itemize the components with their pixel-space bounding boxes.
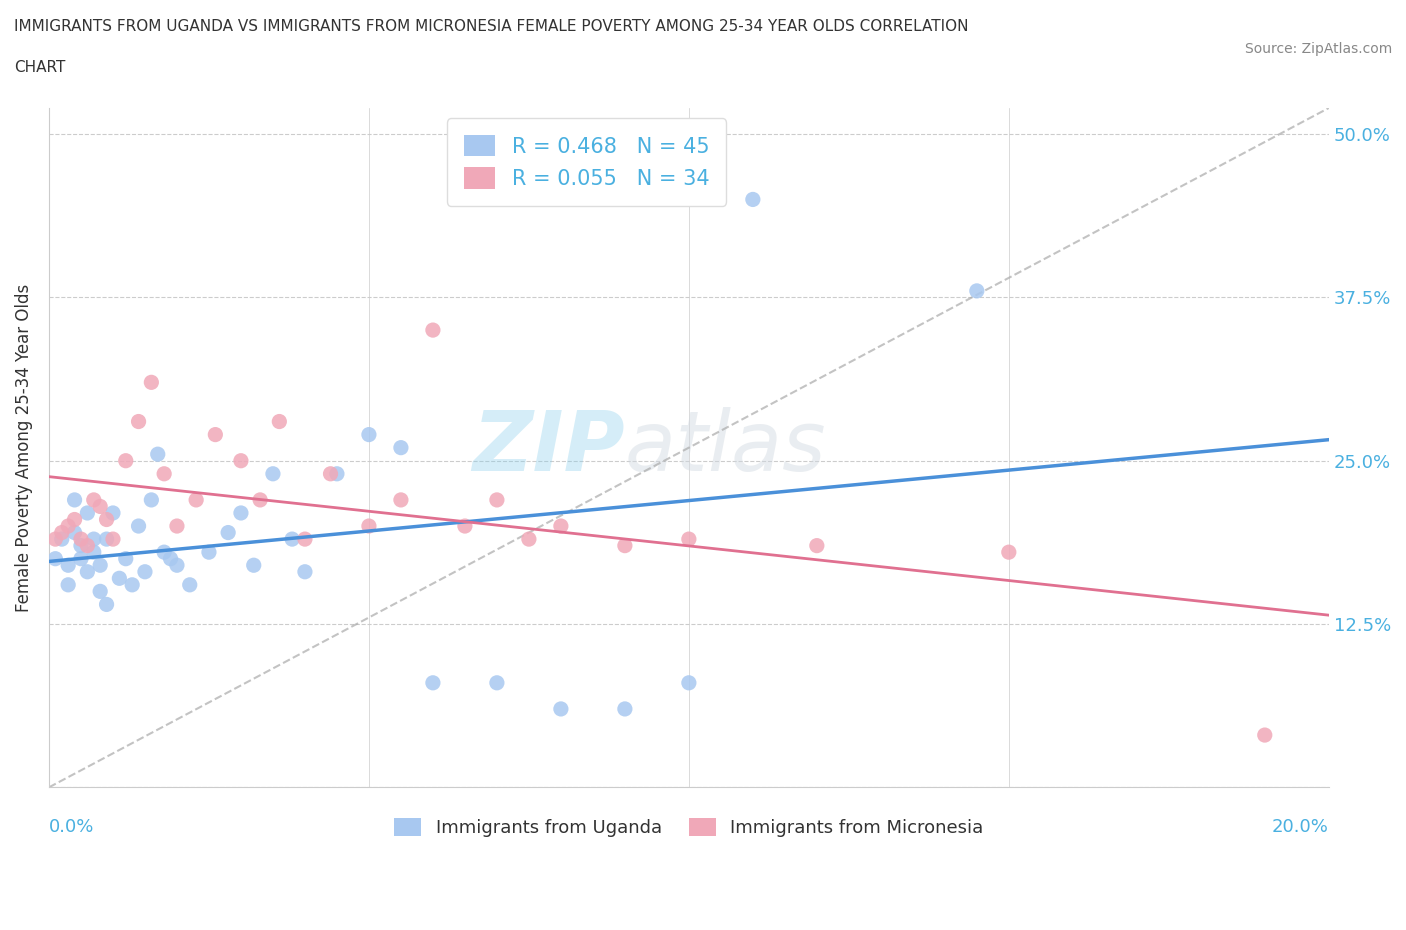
Point xyxy=(281,532,304,547)
Point xyxy=(108,571,131,586)
Point xyxy=(966,284,988,299)
Point xyxy=(242,558,264,573)
Point xyxy=(357,427,380,442)
Point xyxy=(198,545,221,560)
Text: atlas: atlas xyxy=(624,407,827,488)
Point xyxy=(294,532,316,547)
Point xyxy=(76,538,98,553)
Point xyxy=(326,466,349,481)
Text: Source: ZipAtlas.com: Source: ZipAtlas.com xyxy=(1244,42,1392,56)
Point xyxy=(294,565,316,579)
Point xyxy=(96,512,118,527)
Point xyxy=(51,525,73,540)
Point xyxy=(485,675,508,690)
Point xyxy=(550,519,572,534)
Point xyxy=(1254,727,1277,742)
Point xyxy=(76,565,98,579)
Point xyxy=(56,558,79,573)
Point xyxy=(422,675,444,690)
Point xyxy=(70,532,93,547)
Point xyxy=(83,545,105,560)
Point xyxy=(89,584,111,599)
Point xyxy=(146,446,169,461)
Point xyxy=(613,538,636,553)
Point xyxy=(166,519,188,534)
Point xyxy=(389,440,412,455)
Point xyxy=(550,701,572,716)
Point xyxy=(678,675,700,690)
Point xyxy=(96,532,118,547)
Point xyxy=(101,506,124,521)
Point xyxy=(179,578,201,592)
Y-axis label: Female Poverty Among 25-34 Year Olds: Female Poverty Among 25-34 Year Olds xyxy=(15,284,32,612)
Point xyxy=(319,466,342,481)
Point xyxy=(83,532,105,547)
Point xyxy=(44,551,66,566)
Point xyxy=(44,532,66,547)
Point xyxy=(141,493,163,508)
Point xyxy=(998,545,1021,560)
Point xyxy=(128,414,150,429)
Text: CHART: CHART xyxy=(14,60,66,75)
Point xyxy=(217,525,239,540)
Point xyxy=(249,493,271,508)
Point xyxy=(70,538,93,553)
Point xyxy=(56,578,79,592)
Point xyxy=(153,545,176,560)
Point xyxy=(153,466,176,481)
Point xyxy=(159,551,181,566)
Point xyxy=(114,551,136,566)
Point xyxy=(454,519,477,534)
Point xyxy=(51,532,73,547)
Point xyxy=(76,506,98,521)
Text: 20.0%: 20.0% xyxy=(1272,817,1329,836)
Point xyxy=(101,532,124,547)
Point xyxy=(114,453,136,468)
Point xyxy=(269,414,291,429)
Point xyxy=(678,532,700,547)
Point xyxy=(56,519,79,534)
Point xyxy=(485,493,508,508)
Point xyxy=(229,453,252,468)
Point xyxy=(121,578,143,592)
Point xyxy=(96,597,118,612)
Point xyxy=(70,551,93,566)
Legend: Immigrants from Uganda, Immigrants from Micronesia: Immigrants from Uganda, Immigrants from … xyxy=(385,809,993,846)
Point xyxy=(141,375,163,390)
Point xyxy=(186,493,208,508)
Point xyxy=(229,506,252,521)
Point xyxy=(806,538,828,553)
Point xyxy=(204,427,226,442)
Text: ZIP: ZIP xyxy=(472,407,624,488)
Text: IMMIGRANTS FROM UGANDA VS IMMIGRANTS FROM MICRONESIA FEMALE POVERTY AMONG 25-34 : IMMIGRANTS FROM UGANDA VS IMMIGRANTS FRO… xyxy=(14,19,969,33)
Point xyxy=(63,493,86,508)
Point xyxy=(262,466,284,481)
Point xyxy=(357,519,380,534)
Point xyxy=(89,499,111,514)
Point xyxy=(741,192,763,206)
Point xyxy=(166,558,188,573)
Point xyxy=(613,701,636,716)
Point xyxy=(128,519,150,534)
Point xyxy=(134,565,156,579)
Point xyxy=(517,532,540,547)
Point xyxy=(83,493,105,508)
Point xyxy=(389,493,412,508)
Point xyxy=(63,525,86,540)
Point xyxy=(89,558,111,573)
Point xyxy=(63,512,86,527)
Text: 0.0%: 0.0% xyxy=(49,817,94,836)
Point xyxy=(422,323,444,338)
